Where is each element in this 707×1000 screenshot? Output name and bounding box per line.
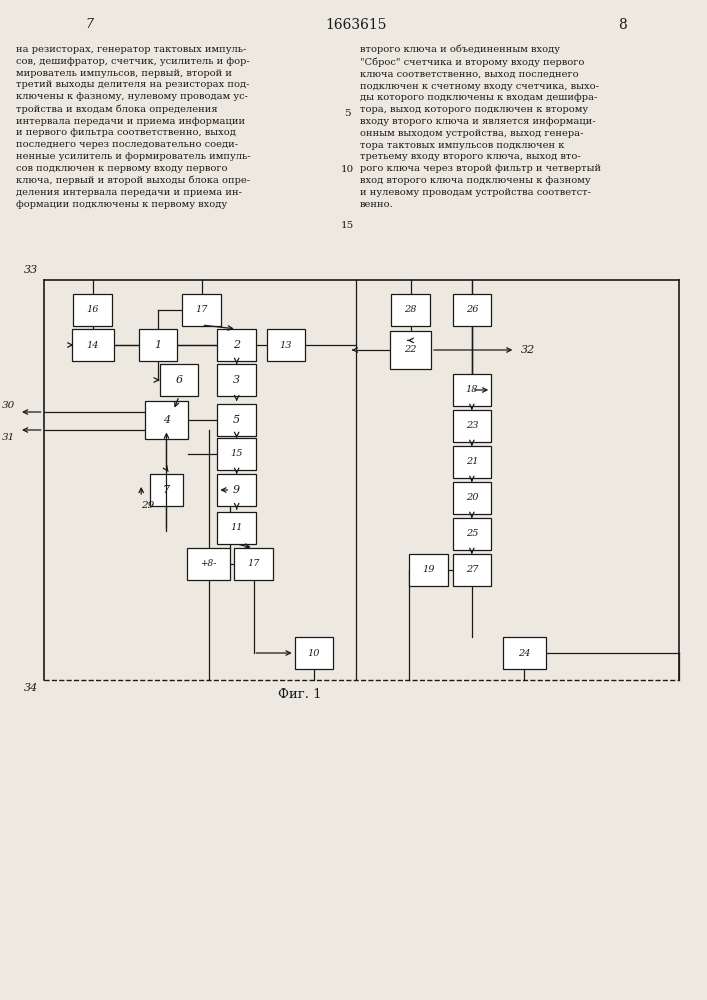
FancyBboxPatch shape	[409, 554, 448, 586]
Text: 32: 32	[521, 345, 535, 355]
FancyBboxPatch shape	[234, 548, 273, 580]
FancyBboxPatch shape	[217, 364, 256, 396]
Text: 30: 30	[2, 401, 16, 410]
FancyBboxPatch shape	[217, 329, 256, 361]
Text: 20: 20	[466, 493, 478, 502]
Text: 10: 10	[341, 164, 354, 174]
Text: Фиг. 1: Фиг. 1	[278, 688, 322, 702]
Text: 33: 33	[24, 265, 38, 275]
Text: 5: 5	[233, 415, 240, 425]
Text: 9: 9	[233, 485, 240, 495]
FancyBboxPatch shape	[74, 294, 112, 326]
FancyBboxPatch shape	[295, 637, 333, 669]
FancyBboxPatch shape	[503, 637, 546, 669]
Text: +8-: +8-	[201, 560, 217, 568]
Text: 19: 19	[422, 566, 435, 574]
FancyBboxPatch shape	[71, 329, 114, 361]
FancyBboxPatch shape	[392, 294, 430, 326]
FancyBboxPatch shape	[160, 364, 199, 396]
Text: 6: 6	[175, 375, 182, 385]
Text: 4: 4	[163, 415, 170, 425]
Text: 1663615: 1663615	[325, 18, 387, 32]
Text: 1: 1	[155, 340, 162, 350]
Text: 29: 29	[141, 502, 154, 510]
FancyBboxPatch shape	[217, 438, 256, 470]
Text: 23: 23	[466, 422, 478, 430]
Text: 7: 7	[163, 485, 170, 495]
Text: 22: 22	[404, 346, 417, 355]
Text: 17: 17	[247, 560, 259, 568]
FancyBboxPatch shape	[139, 329, 177, 361]
FancyBboxPatch shape	[217, 404, 256, 436]
Text: 3: 3	[233, 375, 240, 385]
FancyBboxPatch shape	[145, 401, 188, 439]
Text: 15: 15	[230, 450, 243, 458]
FancyBboxPatch shape	[452, 294, 491, 326]
Text: 26: 26	[466, 306, 478, 314]
Text: 28: 28	[404, 306, 417, 314]
FancyBboxPatch shape	[182, 294, 221, 326]
Text: 31: 31	[2, 432, 16, 442]
FancyBboxPatch shape	[452, 482, 491, 514]
Text: 27: 27	[466, 566, 478, 574]
FancyBboxPatch shape	[452, 518, 491, 550]
Text: на резисторах, генератор тактовых импуль-
сов, дешифратор, счетчик, усилитель и : на резисторах, генератор тактовых импуль…	[16, 45, 250, 209]
FancyBboxPatch shape	[267, 329, 305, 361]
Text: 24: 24	[518, 648, 531, 658]
FancyBboxPatch shape	[187, 548, 230, 580]
Text: 2: 2	[233, 340, 240, 350]
Text: 15: 15	[341, 221, 354, 230]
Text: 25: 25	[466, 530, 478, 538]
Text: 11: 11	[230, 524, 243, 532]
FancyBboxPatch shape	[452, 374, 491, 406]
Text: 7: 7	[86, 18, 93, 31]
FancyBboxPatch shape	[390, 331, 431, 369]
Text: 17: 17	[195, 306, 208, 314]
Text: 5: 5	[344, 108, 351, 117]
Text: 8: 8	[619, 18, 627, 32]
FancyBboxPatch shape	[452, 446, 491, 478]
FancyBboxPatch shape	[217, 474, 256, 506]
FancyBboxPatch shape	[217, 512, 256, 544]
Text: 21: 21	[466, 458, 478, 466]
Text: 13: 13	[279, 340, 292, 350]
Text: 18: 18	[466, 385, 478, 394]
Text: 34: 34	[24, 683, 38, 693]
FancyBboxPatch shape	[452, 410, 491, 442]
Text: 16: 16	[86, 306, 99, 314]
FancyBboxPatch shape	[150, 474, 183, 506]
Text: 14: 14	[86, 340, 99, 350]
Text: второго ключа и объединенным входу
"Сброс" счетчика и второму входу первого
ключ: второго ключа и объединенным входу "Сбро…	[360, 45, 601, 209]
Text: 10: 10	[308, 648, 320, 658]
FancyBboxPatch shape	[452, 554, 491, 586]
